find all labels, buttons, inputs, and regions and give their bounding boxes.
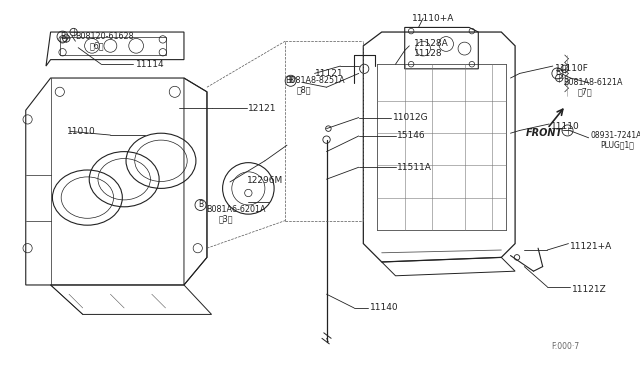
Text: 11140: 11140	[370, 304, 398, 312]
Text: 11110: 11110	[551, 122, 580, 131]
Text: 11010: 11010	[67, 127, 96, 136]
Text: F:000·7: F:000·7	[552, 342, 579, 351]
Text: PLUG（1）: PLUG（1）	[601, 141, 634, 150]
Text: 11114: 11114	[136, 60, 164, 69]
Text: 12121: 12121	[248, 104, 277, 113]
Text: （3）: （3）	[219, 214, 234, 223]
Text: B: B	[198, 200, 203, 209]
Text: B: B	[60, 32, 65, 41]
Text: 11110+A: 11110+A	[412, 14, 454, 23]
Text: 11511A: 11511A	[397, 163, 432, 172]
Text: B081A8-6121A: B081A8-6121A	[563, 78, 623, 87]
Text: 11121: 11121	[315, 69, 343, 78]
Text: B08120-61628: B08120-61628	[76, 32, 134, 41]
Text: （6）: （6）	[89, 41, 104, 50]
Text: B081A8-8251A: B081A8-8251A	[285, 76, 345, 85]
Text: （8）: （8）	[296, 86, 310, 94]
Text: 11110F: 11110F	[555, 64, 589, 73]
Text: FRONT: FRONT	[526, 128, 563, 138]
Text: 15146: 15146	[397, 131, 426, 141]
Text: B: B	[555, 68, 560, 77]
Text: 11121+A: 11121+A	[570, 242, 612, 251]
Text: 11121Z: 11121Z	[572, 285, 607, 294]
Text: 11128A: 11128A	[414, 39, 449, 48]
Text: 12296M: 12296M	[246, 176, 283, 185]
Text: B081A6-6201A: B081A6-6201A	[206, 205, 266, 214]
Text: 11012G: 11012G	[393, 113, 428, 122]
Text: 08931-7241A: 08931-7241A	[591, 131, 640, 141]
Text: 11128: 11128	[414, 49, 442, 58]
Text: B: B	[288, 76, 293, 85]
Text: （7）: （7）	[578, 87, 592, 96]
